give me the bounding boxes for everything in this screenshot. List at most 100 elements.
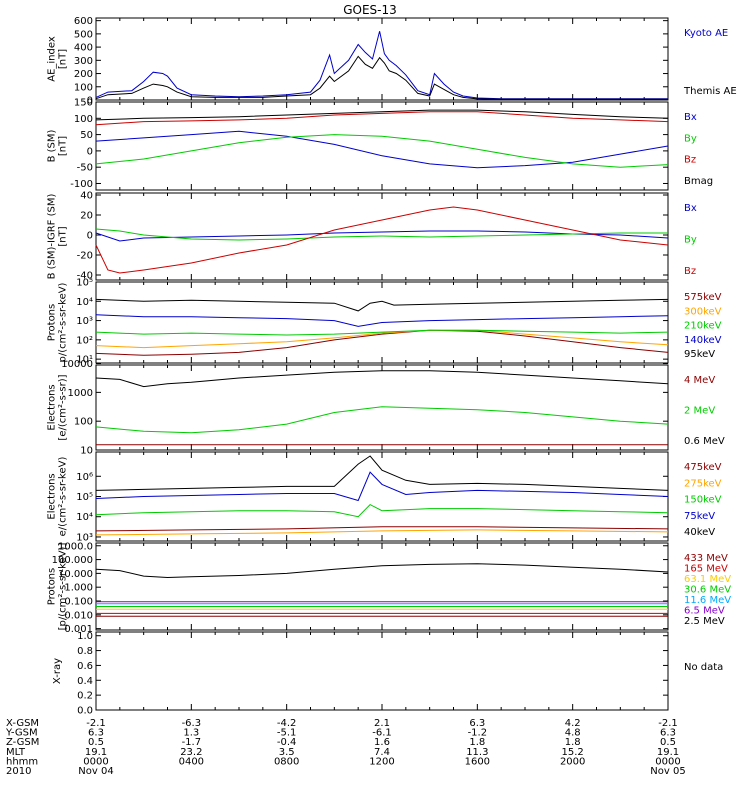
y-tick-label: -100 bbox=[70, 179, 93, 190]
legend-entry: By bbox=[684, 235, 697, 246]
no-data-label: No data bbox=[684, 662, 723, 673]
y-axis-label-line: [nT] bbox=[58, 49, 69, 69]
y-tick-label: 0.100 bbox=[64, 597, 93, 608]
y-tick-label: 10³ bbox=[76, 316, 93, 327]
series-line-bz bbox=[95, 111, 669, 126]
y-tick-label: 0 bbox=[87, 96, 93, 107]
y-axis-label: B (SM)[nT] bbox=[47, 129, 69, 162]
y-axis-label-line: Electrons bbox=[47, 473, 58, 519]
footer-value: Nov 05 bbox=[650, 766, 685, 777]
plot-title: GOES-13 bbox=[343, 3, 397, 17]
y-tick-label: 0.4 bbox=[77, 676, 93, 687]
footer-value: 19.1 bbox=[85, 747, 107, 758]
footer-value: 1.6 bbox=[374, 737, 390, 748]
panel-3: -40 -20 0 20 40 B (SM)-IGRF (SM)[nT] Bx By Bz bbox=[47, 191, 697, 282]
footer-value: 0800 bbox=[274, 756, 299, 767]
y-tick-label: 0.001 bbox=[64, 624, 93, 635]
footer-value: 6.3 bbox=[469, 718, 485, 729]
y-axis-label-line: [nT] bbox=[58, 226, 69, 246]
y-tick-label: 0.2 bbox=[77, 691, 93, 702]
series-line-95kev bbox=[95, 298, 669, 312]
y-tick-label: 10² bbox=[76, 335, 93, 346]
footer-value: 0.5 bbox=[88, 737, 104, 748]
y-axis-label: Protons[p/(cm²-s-sr-keV)] bbox=[47, 543, 69, 631]
y-axis-label-line: Electrons bbox=[47, 384, 58, 430]
footer-value: 1.8 bbox=[469, 737, 485, 748]
legend-entry: 300keV bbox=[684, 306, 722, 317]
y-tick-label: 100 bbox=[74, 114, 93, 125]
footer-value: -6.1 bbox=[372, 728, 392, 739]
series-line-2-5-mev bbox=[95, 563, 669, 579]
footer-value: -6.3 bbox=[182, 718, 202, 729]
y-tick-label: 10.000 bbox=[58, 569, 93, 580]
y-tick-label: -40 bbox=[77, 271, 93, 282]
legend-entry: 63.1 MeV bbox=[684, 574, 731, 585]
y-tick-label: 150 bbox=[74, 98, 93, 109]
footer-value: -0.4 bbox=[277, 737, 297, 748]
series-line-140kev bbox=[95, 314, 669, 327]
footer-value: 0400 bbox=[179, 756, 204, 767]
panel-frame bbox=[95, 631, 669, 711]
y-axis-label: B (SM)-IGRF (SM)[nT] bbox=[47, 194, 69, 280]
y-tick-label: 600 bbox=[74, 16, 93, 27]
y-axis-label-line: B (SM)-IGRF (SM) bbox=[47, 194, 58, 280]
panel-6: 10³ 10⁴ 10⁵ 10⁶ Electronse/(cm²-s-sr-keV) 475… bbox=[47, 451, 722, 543]
legend-entry: By bbox=[684, 133, 697, 144]
y-tick-label: 400 bbox=[74, 43, 93, 54]
y-axis-label-line: Protons bbox=[47, 304, 58, 341]
y-tick-label: 0 bbox=[87, 146, 93, 157]
series-line-40kev bbox=[95, 455, 669, 491]
legend-entry: 40keV bbox=[684, 527, 715, 538]
footer-value: -5.1 bbox=[277, 728, 297, 739]
panel-5: 10 100 1000 10000 Electrons[e/(cm²-s-sr)] 4 M… bbox=[47, 359, 725, 456]
y-tick-label: 100 bbox=[74, 82, 93, 93]
y-tick-label: -20 bbox=[77, 251, 93, 262]
panel-8: 0.0 0.2 0.4 0.6 0.8 1.0 X-ray bbox=[52, 631, 669, 717]
y-axis-label: Protonsp/(cm²-s-sr-keV) bbox=[47, 282, 69, 362]
footer-value: 15.2 bbox=[562, 747, 584, 758]
panel-1: 0 100 200 300 400 500 600 AE_index[nT] Kyoto AE T… bbox=[47, 16, 737, 106]
y-tick-label: 0.8 bbox=[77, 646, 93, 657]
y-tick-label: 0.0 bbox=[77, 706, 93, 717]
footer-value: 0.5 bbox=[660, 737, 676, 748]
footer-value: -1.2 bbox=[468, 728, 488, 739]
legend-entry: Bz bbox=[684, 266, 696, 277]
legend-entry: 6.5 MeV bbox=[684, 606, 725, 617]
y-tick-label: 10 bbox=[80, 446, 93, 457]
legend-entry: Kyoto AE bbox=[684, 28, 728, 39]
footer-value: 1.8 bbox=[565, 737, 581, 748]
footer-value: -2.1 bbox=[86, 718, 106, 729]
y-tick-label: 1000.0 bbox=[58, 541, 93, 552]
y-axis-label: Electronse/(cm²-s-sr-keV) bbox=[47, 457, 69, 537]
y-tick-label: 50 bbox=[80, 130, 93, 141]
series-line-bz bbox=[95, 206, 669, 274]
series-line-300kev bbox=[95, 329, 669, 349]
legend-entry: Bz bbox=[684, 155, 696, 166]
y-tick-label: 10³ bbox=[76, 532, 93, 543]
footer-row-label: X-GSM bbox=[6, 718, 39, 729]
y-axis-label: AE_index[nT] bbox=[47, 36, 69, 82]
y-tick-label: 10⁵ bbox=[76, 492, 93, 503]
panel-4: 10¹ 10² 10³ 10⁴ 10⁵ Protonsp/(cm²-s-sr-keV) 57… bbox=[47, 278, 722, 366]
footer-value: 6.3 bbox=[660, 728, 676, 739]
footer-value: 2000 bbox=[560, 756, 585, 767]
series-line-kyoto-ae bbox=[95, 31, 668, 100]
footer-value: 7.4 bbox=[374, 747, 390, 758]
footer-row-label: Z-GSM bbox=[6, 737, 39, 748]
series-line-210kev bbox=[95, 329, 669, 336]
y-tick-label: 0.010 bbox=[64, 610, 93, 621]
footer-value: 0000 bbox=[83, 756, 108, 767]
y-axis-label-line: B (SM) bbox=[47, 129, 58, 162]
y-tick-label: 10⁵ bbox=[76, 278, 93, 289]
legend-entry: 2 MeV bbox=[684, 406, 715, 417]
y-tick-label: 1000 bbox=[68, 388, 93, 399]
panel-frame bbox=[95, 364, 669, 451]
legend-entry: 140keV bbox=[684, 335, 722, 346]
y-tick-label: 200 bbox=[74, 69, 93, 80]
y-axis-label-line: [nT] bbox=[58, 136, 69, 156]
footer-row-label: hhmm bbox=[6, 756, 38, 767]
series-line-275kev bbox=[95, 529, 669, 536]
footer-row-label: MLT bbox=[6, 747, 26, 758]
panel-7: 0.0010.0100.1001.00010.000100.0001000.0P… bbox=[47, 541, 732, 635]
